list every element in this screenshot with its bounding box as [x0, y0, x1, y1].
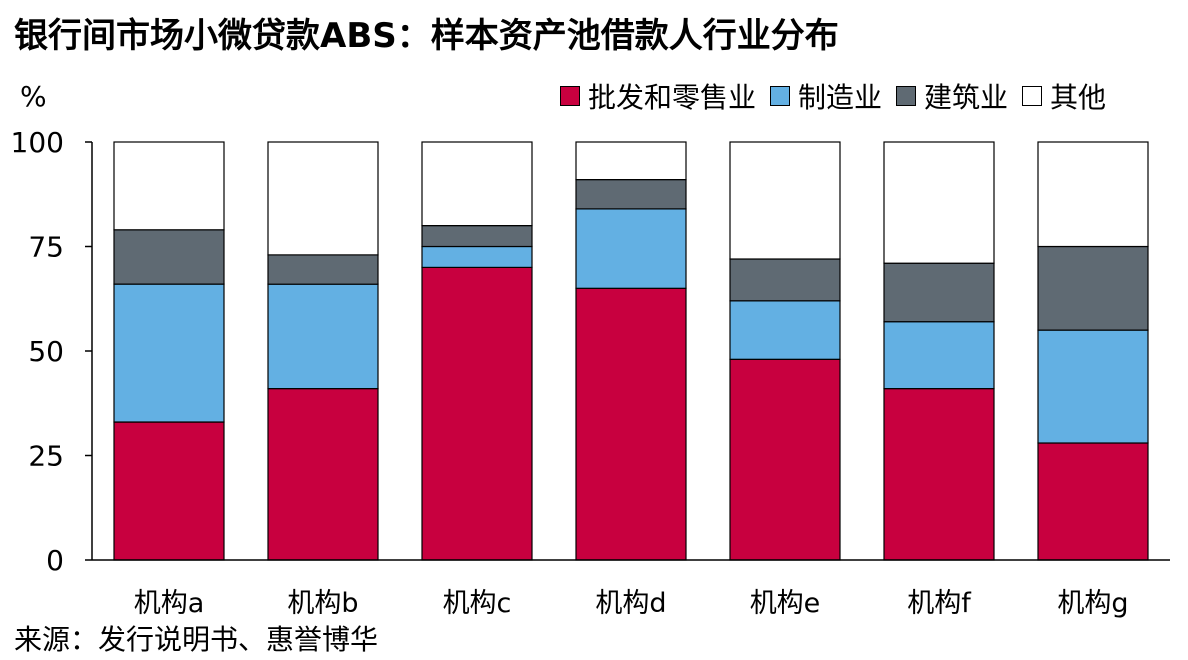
- bar-segment-wholesale-retail: [421, 266, 533, 561]
- bar-segment-wholesale-retail: [1037, 442, 1149, 561]
- bar-segment-construction: [267, 254, 379, 285]
- bar-segment-construction: [883, 262, 995, 323]
- bar-segment-construction: [1037, 245, 1149, 331]
- legend: 批发和零售业 制造业 建筑业 其他: [560, 76, 1106, 116]
- bar-segment-wholesale-retail: [575, 287, 687, 561]
- legend-swatch-manufacturing: [770, 86, 791, 106]
- bar-segment-other: [883, 141, 995, 264]
- legend-item-wholesale-retail: 批发和零售业: [560, 76, 756, 116]
- legend-item-construction: 建筑业: [896, 76, 1008, 116]
- legend-label-other: 其他: [1050, 81, 1107, 114]
- y-tick-label: 0: [46, 544, 64, 577]
- x-tick-label: 机构a: [134, 588, 205, 619]
- legend-swatch-construction: [896, 86, 917, 106]
- legend-label-manufacturing: 制造业: [798, 81, 883, 114]
- bar-segment-wholesale-retail: [729, 358, 841, 561]
- bar-segment-other: [575, 141, 687, 181]
- y-tick-label: 25: [28, 440, 64, 473]
- legend-label-construction: 建筑业: [924, 81, 1009, 114]
- bar-segment-manufacturing: [1037, 329, 1149, 444]
- x-tick-label: 机构c: [443, 588, 512, 619]
- x-tick-label: 机构g: [1057, 588, 1128, 619]
- chart-title: 银行间市场小微贷款ABS：样本资产池借款人行业分布: [14, 16, 839, 56]
- bar-segment-construction: [113, 229, 225, 285]
- bar-segment-manufacturing: [729, 300, 841, 360]
- bar-segment-manufacturing: [113, 283, 225, 423]
- bar-segment-other: [729, 141, 841, 260]
- x-tick-label: 机构b: [287, 588, 358, 619]
- y-axis-unit-label: %: [20, 80, 47, 113]
- legend-swatch-wholesale-retail: [560, 86, 580, 106]
- bar-segment-other: [421, 141, 533, 227]
- bar-segment-wholesale-retail: [883, 388, 995, 561]
- bar-segment-construction: [575, 179, 687, 210]
- y-tick-label: 75: [28, 231, 64, 264]
- legend-swatch-other: [1022, 86, 1043, 106]
- bar-segment-other: [113, 141, 225, 231]
- bar-segment-other: [267, 141, 379, 256]
- bar-segment-manufacturing: [267, 283, 379, 390]
- bar-segment-manufacturing: [883, 321, 995, 390]
- legend-item-other: 其他: [1022, 76, 1106, 116]
- x-tick-label: 机构e: [750, 588, 821, 619]
- bar-segment-construction: [729, 258, 841, 302]
- bar-segment-manufacturing: [421, 245, 533, 268]
- bar-segment-other: [1037, 141, 1149, 248]
- bar-segment-construction: [421, 225, 533, 248]
- x-tick-label: 机构f: [907, 588, 972, 619]
- bar-segment-wholesale-retail: [113, 421, 225, 561]
- x-tick-label: 机构d: [595, 588, 666, 619]
- legend-label-wholesale-retail: 批发和零售业: [588, 81, 757, 114]
- bar-segment-manufacturing: [575, 208, 687, 289]
- y-tick-label: 100: [11, 126, 64, 159]
- source-note: 来源：发行说明书、惠誉博华: [14, 623, 379, 656]
- bar-segment-wholesale-retail: [267, 388, 379, 561]
- y-tick-label: 50: [28, 335, 64, 368]
- legend-item-manufacturing: 制造业: [770, 76, 882, 116]
